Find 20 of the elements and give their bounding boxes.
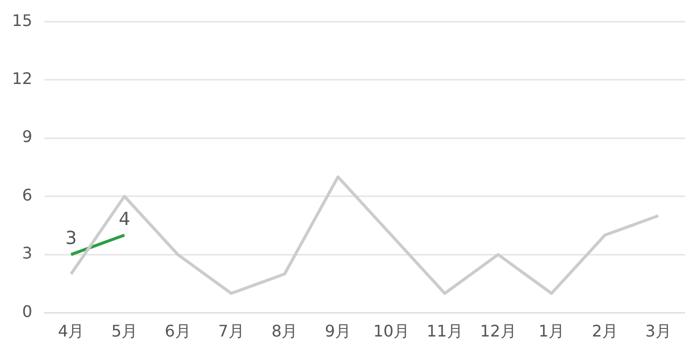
x-tick-label: 6月 <box>164 322 191 341</box>
x-tick-label: 12月 <box>480 322 516 341</box>
x-tick-label: 9月 <box>324 322 352 341</box>
x-tick-label: 7月 <box>218 322 244 341</box>
x-tick-label: 2月 <box>592 322 618 341</box>
data-label: 3 <box>65 228 77 250</box>
y-tick-label: 3 <box>22 244 32 263</box>
y-tick-label: 6 <box>22 185 32 204</box>
x-tick-label: 4月 <box>58 322 84 341</box>
x-tick-label: 1月 <box>538 322 565 341</box>
y-tick-label: 15 <box>12 10 32 30</box>
x-tick-label: 3月 <box>645 322 672 341</box>
y-tick-label: 9 <box>22 127 32 146</box>
x-tick-label: 11月 <box>426 322 463 341</box>
y-tick-label: 12 <box>12 68 32 88</box>
data-label: 4 <box>118 208 130 230</box>
x-tick-label: 10月 <box>373 322 410 341</box>
x-tick-label: 5月 <box>111 322 138 341</box>
x-tick-label: 8月 <box>272 322 298 341</box>
y-tick-label: 0 <box>22 302 32 321</box>
